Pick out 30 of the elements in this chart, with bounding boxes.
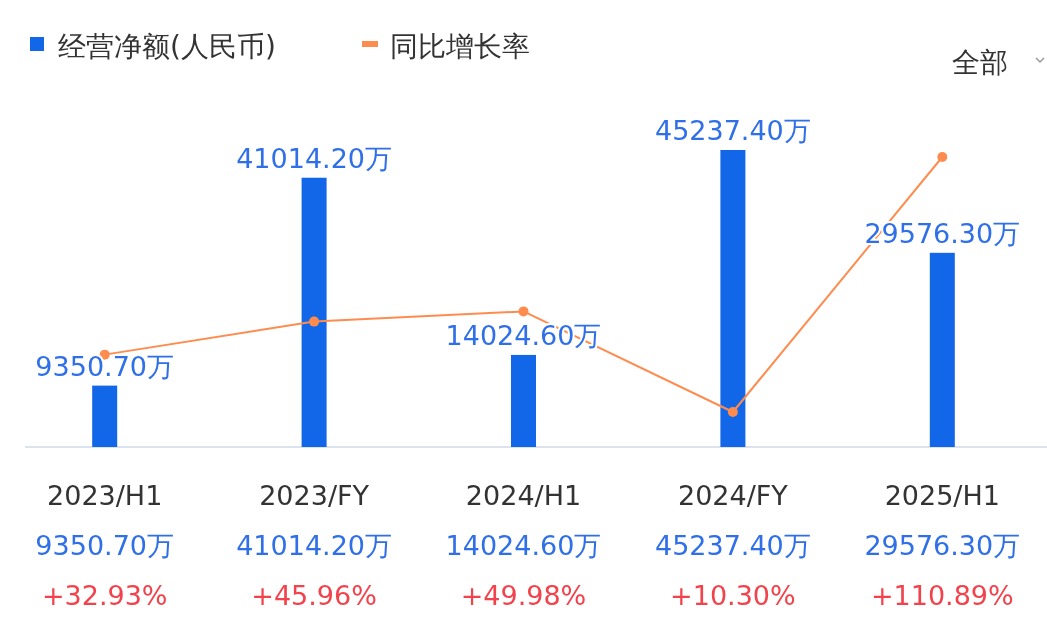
text: 9350.70万 — [35, 350, 175, 382]
data-label: +110.89% — [870, 580, 1014, 611]
x-tick-label: 2023/FY — [259, 480, 370, 511]
point — [727, 407, 738, 417]
point — [309, 316, 320, 327]
bar — [92, 385, 118, 447]
x-tick-label: 2024/H1 — [465, 480, 582, 511]
data-label: 45237.40万 — [654, 530, 811, 561]
data-label: +45.96% — [251, 580, 377, 611]
legend-label: 同比增长率 — [390, 30, 530, 63]
point — [518, 306, 529, 317]
text: 45237.40万 — [654, 115, 811, 146]
data-label: 9350.70万 — [35, 530, 175, 561]
data-label: 14024.60万 — [445, 530, 602, 561]
bar — [929, 252, 955, 447]
bar — [511, 354, 536, 447]
bar — [301, 177, 327, 447]
data-label: +10.30% — [670, 580, 796, 611]
data-label: +32.93% — [41, 580, 168, 611]
data-label: 41014.20万 — [236, 530, 393, 561]
data-label: +49.98% — [460, 580, 587, 611]
x-tick-label: 2023/H1 — [47, 480, 163, 511]
text: 41014.20万 — [236, 142, 393, 174]
x-tick-label: 2025/H1 — [884, 480, 1000, 511]
legend-label: 经营净额(人民币) — [58, 30, 276, 63]
bar — [720, 150, 746, 447]
data-label: 29576.30万 — [864, 530, 1021, 561]
point — [937, 152, 948, 162]
x-tick-label: 2024/FY — [677, 480, 789, 511]
text: 全部 — [952, 46, 1008, 79]
